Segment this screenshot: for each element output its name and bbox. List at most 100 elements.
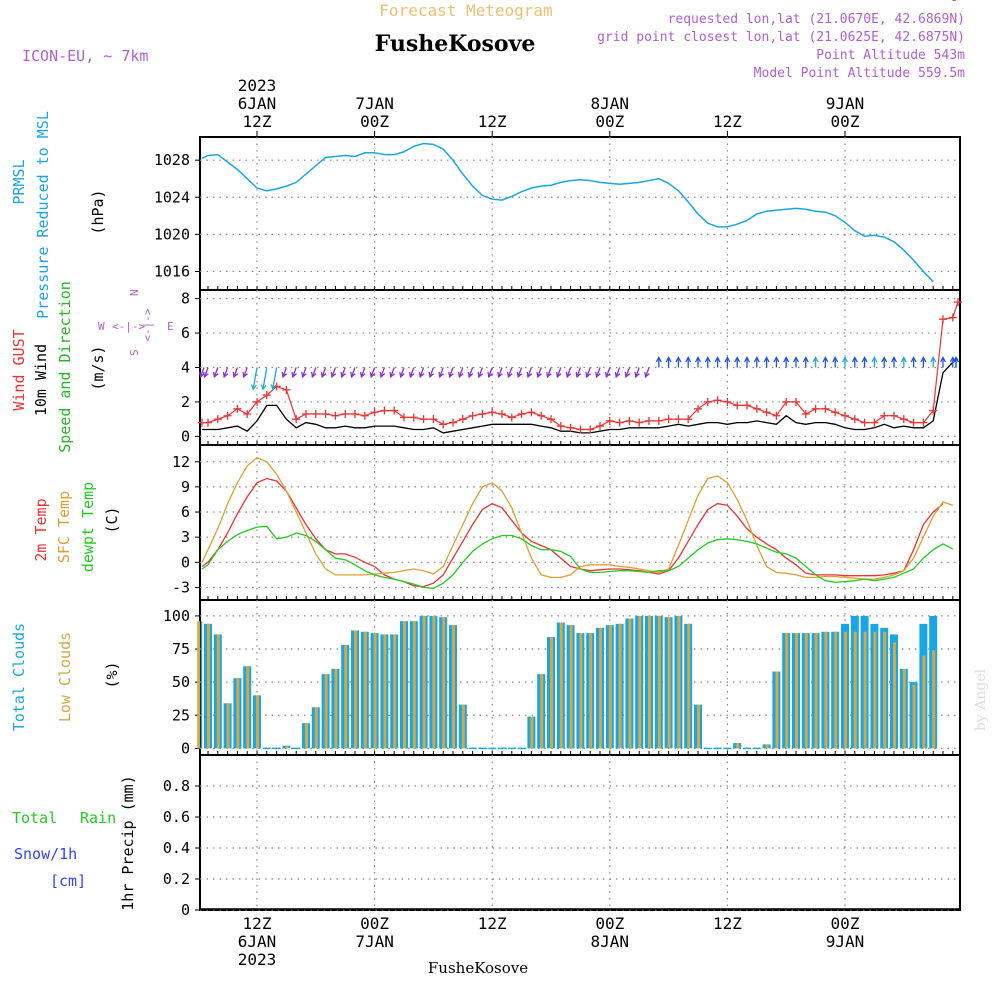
arrow-shaft (203, 367, 209, 378)
low-clouds-bar (363, 631, 367, 749)
arrow-head (734, 356, 741, 363)
arrow-shaft (213, 367, 219, 378)
wind-direction-arrow (734, 356, 741, 368)
gust-marker (635, 418, 644, 427)
top-time-label: 12Z (713, 112, 742, 137)
wind-direction-arrow (242, 367, 248, 379)
y-tick-label: 8 (181, 290, 190, 308)
arrow-head (408, 371, 415, 379)
low-clouds-label: Low Clouds (56, 632, 74, 722)
wind-direction-arrow (604, 367, 611, 379)
wind-direction-arrow (320, 367, 327, 379)
bottom-time-text: 8JAN (591, 932, 630, 951)
y-tick-label: 9 (181, 478, 190, 496)
panel-temperature: -3 0 3 6 9 12 (172, 444, 961, 601)
low-clouds-bar (344, 645, 348, 749)
gust-marker (390, 406, 399, 415)
low-clouds-bar (461, 704, 465, 749)
arrow-head (812, 356, 819, 363)
low-clouds-bar (373, 633, 377, 749)
wind-direction-arrow (744, 356, 750, 368)
low-clouds-bar (785, 633, 789, 749)
gust-marker (615, 418, 624, 427)
gust-marker (654, 416, 663, 425)
gust-marker (233, 404, 242, 413)
low-clouds-bar (314, 707, 318, 749)
wind-direction-arrow (369, 367, 376, 379)
arrow-shaft (233, 367, 239, 378)
low-clouds-bar (736, 743, 740, 749)
low-clouds-bar (834, 631, 838, 749)
arrow-head (773, 356, 780, 363)
arrow-head (940, 356, 946, 363)
wind-direction-arrow (203, 367, 209, 379)
wind-direction-arrow (457, 367, 464, 379)
wind-unit: (m/s) (89, 345, 107, 390)
arrow-head (861, 356, 868, 363)
arrow-head (575, 371, 582, 379)
wind-direction-arrow (891, 356, 897, 368)
gust-marker (282, 385, 291, 394)
arrow-head (665, 356, 672, 363)
arrow-head (199, 371, 205, 379)
arrow-shaft (390, 367, 395, 378)
wind-direction-arrow (281, 367, 288, 379)
arrow-head (851, 356, 858, 363)
arrow-shaft (199, 367, 205, 378)
top-time-text: 6JAN (238, 94, 277, 113)
low-clouds-bar (912, 684, 916, 749)
arrow-shaft (635, 367, 640, 378)
low-clouds-bar (804, 633, 808, 749)
y-tick-label: 3 (181, 528, 190, 546)
y-tick-label: 6 (181, 324, 190, 342)
arrow-head (448, 371, 454, 379)
gust-marker (439, 420, 448, 429)
wind-direction-arrow (644, 367, 650, 379)
clouds-panel-labels: Total Clouds Low Clouds (%) (10, 623, 121, 731)
low-clouds-bar (922, 655, 926, 749)
y-tick-label: 0.6 (163, 808, 190, 826)
pressure-frame (199, 136, 961, 291)
arrow-head (457, 371, 464, 379)
arrow-shaft (556, 367, 562, 378)
gust-marker (478, 410, 487, 418)
y-tick-label: 6 (181, 503, 190, 521)
wind-direction-arrow (624, 367, 631, 379)
arrow-shaft (321, 367, 327, 378)
low-clouds-bar (628, 618, 632, 749)
y-tick-label: 1028 (154, 151, 190, 169)
arrow-head (506, 371, 513, 379)
arrow-head (270, 384, 277, 391)
arrow-shaft (272, 367, 278, 390)
y-tick-label: 2 (181, 393, 190, 411)
low-clouds-bar (765, 744, 769, 749)
arrow-head (369, 371, 376, 379)
gust-marker (782, 397, 791, 406)
gust-marker (488, 408, 497, 417)
wind-direction-arrow (350, 367, 356, 379)
arrow-head (832, 356, 839, 363)
compass-we-arrows: <-|-> (112, 320, 145, 333)
gust-marker (517, 410, 526, 418)
compass-w: W (98, 320, 105, 333)
gust-marker (713, 396, 722, 405)
clouds-unit: (%) (103, 661, 121, 688)
gust-marker (909, 418, 918, 427)
temperature-frame (199, 444, 961, 601)
arrow-shaft (370, 367, 376, 378)
arrow-head (428, 371, 435, 379)
gust-marker (939, 315, 947, 324)
gust-marker (272, 382, 281, 391)
wind-direction-arrow (448, 367, 454, 379)
low-clouds-bar (873, 631, 877, 749)
low-clouds-bar (226, 703, 230, 749)
gust-marker (792, 397, 800, 406)
arrow-head (595, 371, 601, 379)
gust-marker (772, 411, 781, 420)
arrow-head (291, 371, 297, 379)
wind-direction-arrow (497, 367, 503, 379)
arrow-head (675, 356, 682, 363)
